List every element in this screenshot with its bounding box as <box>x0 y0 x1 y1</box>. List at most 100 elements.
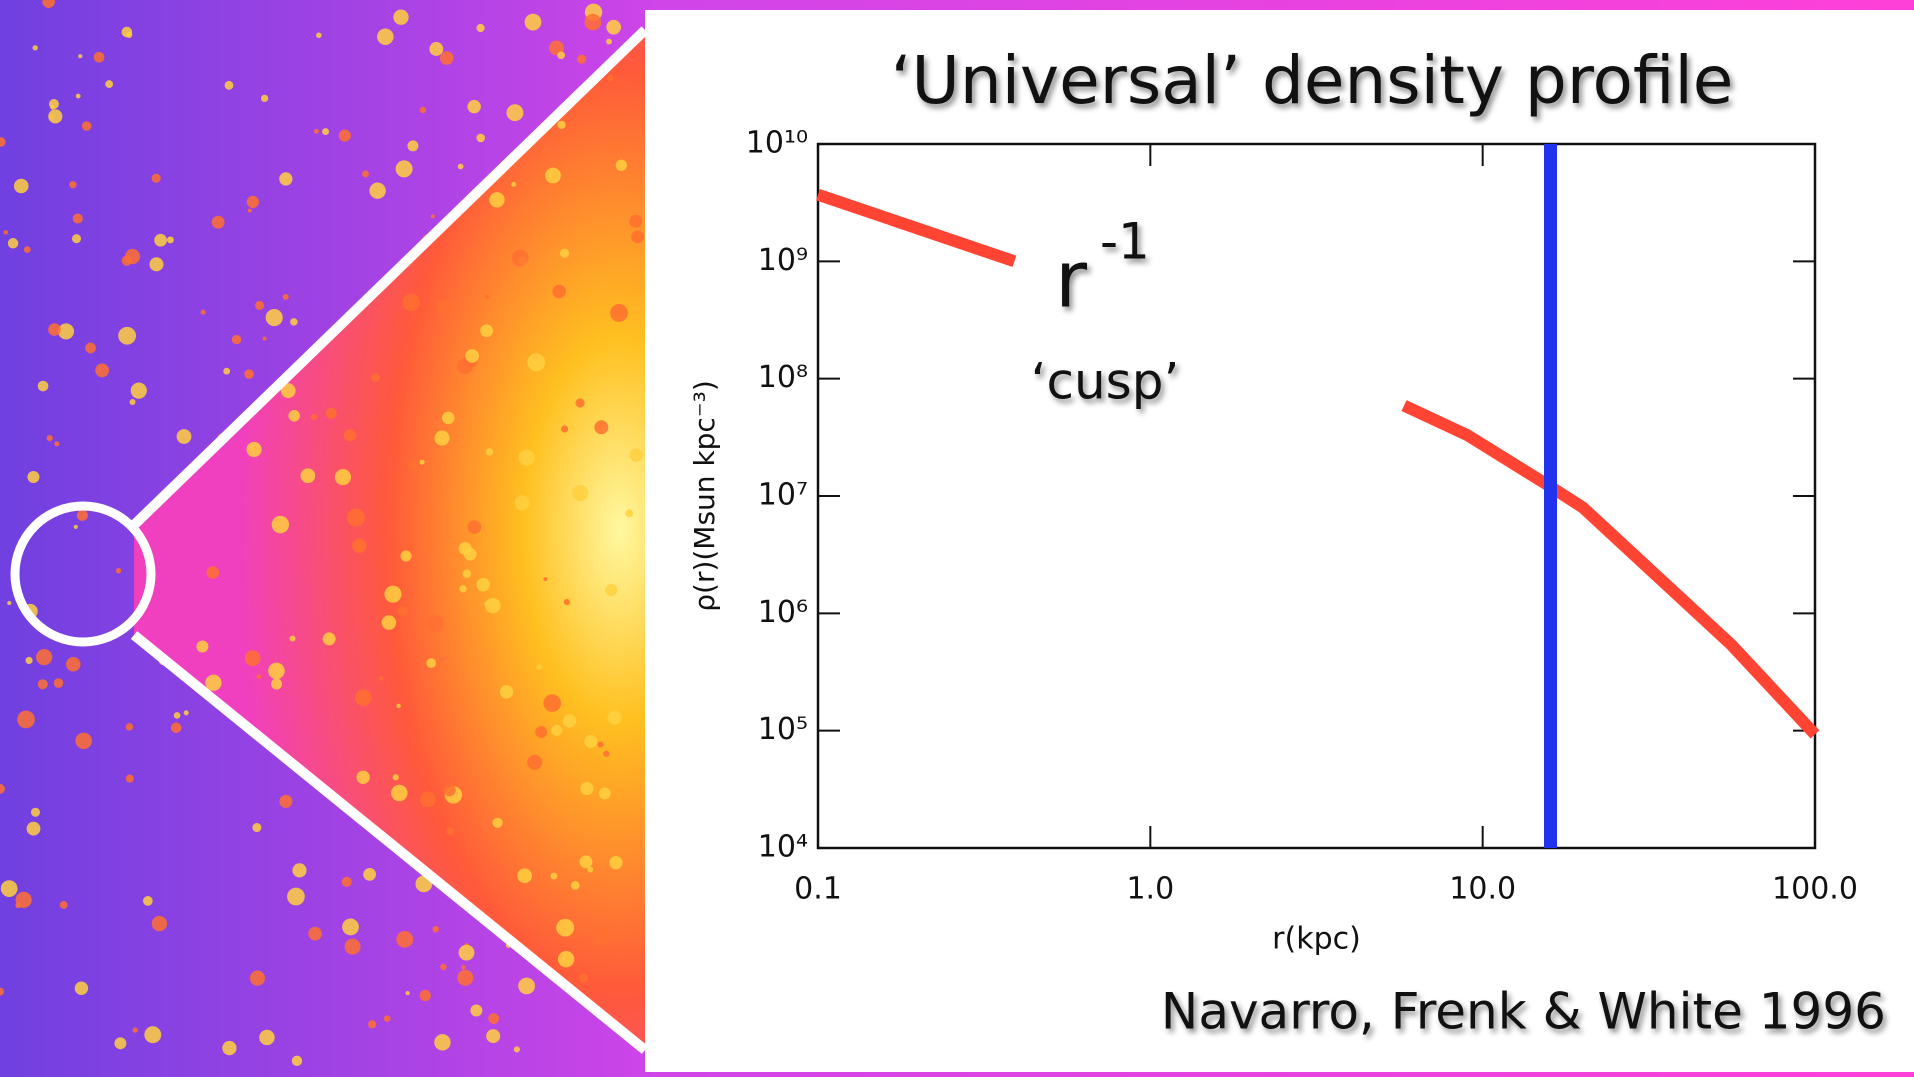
halo-dot <box>485 294 490 299</box>
halo-dot <box>489 192 505 208</box>
halo-dot <box>338 129 351 142</box>
halo-dot <box>476 577 491 592</box>
halo-dot <box>118 326 137 345</box>
zoom-circle <box>10 501 156 647</box>
halo-dot <box>470 1004 483 1017</box>
halo-dot <box>69 181 77 189</box>
halo-dot <box>579 973 589 983</box>
halo-dot <box>598 787 611 800</box>
y-tick-label: 10⁶ <box>758 595 808 630</box>
halo-dot <box>443 300 454 311</box>
halo-dot <box>121 255 132 266</box>
halo-dot <box>344 938 361 955</box>
halo-dot <box>467 99 481 114</box>
halo-dot <box>316 32 322 39</box>
halo-dot <box>550 872 558 880</box>
halo-dot <box>499 685 514 699</box>
zoom-line <box>130 631 649 1054</box>
halo-dot <box>346 508 365 527</box>
halo-dot <box>461 965 466 970</box>
halo-dot <box>363 868 377 881</box>
halo-dot <box>173 712 181 719</box>
halo-dot <box>95 363 110 378</box>
halo-dot <box>518 977 536 995</box>
halo-dot <box>485 448 494 456</box>
halo-dot <box>265 309 283 327</box>
halo-dot <box>322 128 330 136</box>
halo-dot <box>154 233 167 247</box>
halo-dot <box>78 54 83 59</box>
halo-dot <box>458 944 475 961</box>
halo-dot <box>492 817 503 828</box>
halo-dot <box>244 369 254 379</box>
halo-dot <box>625 509 634 518</box>
y-tick-label: 10⁷ <box>758 478 808 513</box>
y-tick-label: 10⁵ <box>758 712 808 747</box>
halo-dot <box>223 367 231 375</box>
halo-dot <box>476 133 486 143</box>
halo-dot <box>434 430 450 446</box>
halo-dot <box>287 887 305 906</box>
halo-dot <box>535 726 548 739</box>
halo-dot <box>557 950 575 968</box>
halo-dot <box>607 710 622 725</box>
halo-dot <box>631 230 644 244</box>
halo-dot <box>610 304 628 322</box>
halo-dot <box>443 783 456 797</box>
halo-dot <box>606 19 622 35</box>
halo-dot <box>543 694 562 712</box>
halo-dot <box>271 515 290 534</box>
x-axis-label: r(kpc) <box>1272 922 1361 957</box>
halo-dot <box>552 284 566 299</box>
halo-dot <box>467 520 482 534</box>
halo-dot <box>480 324 493 338</box>
y-tick-label: 10⁹ <box>758 243 808 278</box>
halo-dot <box>440 656 445 662</box>
halo-dot <box>488 1013 500 1024</box>
halo-dot <box>615 159 627 171</box>
halo-dot <box>341 876 352 887</box>
halo-dot <box>313 128 319 134</box>
chart-title: ‘Universal’ density profile <box>891 42 1734 119</box>
halo-dot <box>322 632 336 646</box>
halo-dot <box>383 1015 391 1022</box>
halo-dot <box>25 656 33 665</box>
annotation: r <box>1055 235 1088 325</box>
halo-dot <box>325 407 337 419</box>
halo-dot <box>511 181 517 187</box>
halo-dot <box>368 1020 377 1029</box>
halo-dot <box>0 880 18 897</box>
halo-dot <box>517 868 532 884</box>
halo-dot <box>252 823 262 833</box>
halo-dot <box>30 807 41 817</box>
halo-dot <box>54 441 60 447</box>
halo-dot <box>115 568 122 574</box>
halo-dot <box>607 74 614 82</box>
halo-dot <box>222 1040 237 1056</box>
halo-dot <box>352 538 367 554</box>
halo-dot <box>290 318 298 326</box>
halo-dot <box>27 470 40 483</box>
halo-dot <box>37 380 49 392</box>
halo-dot <box>557 120 566 130</box>
halo-dot <box>609 855 623 870</box>
halo-dot <box>289 635 296 642</box>
halo-dot <box>249 970 266 986</box>
halo-dot <box>231 334 242 345</box>
halo-dot <box>486 1029 501 1044</box>
halo-dot <box>292 863 307 878</box>
halo-dot <box>527 353 546 372</box>
halo-dot <box>244 650 261 667</box>
halo-dot <box>572 485 589 502</box>
series-line <box>816 188 1820 739</box>
halo-dot <box>151 915 168 932</box>
halo-dot <box>514 495 530 511</box>
halo-dot <box>300 468 316 484</box>
halo-dot <box>381 615 397 630</box>
halo-dot <box>48 323 61 336</box>
halo-dot <box>17 710 35 729</box>
halo-dot <box>603 750 610 757</box>
halo-dot <box>513 1046 520 1053</box>
halo-dot <box>426 658 437 669</box>
halo-dot <box>211 215 225 229</box>
